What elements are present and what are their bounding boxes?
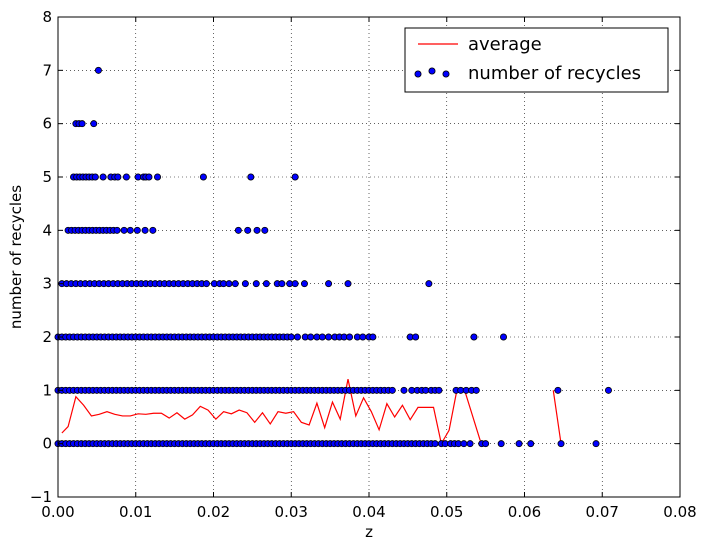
data-point (120, 226, 128, 234)
y-tick-label: 6 (42, 115, 52, 133)
data-point (291, 280, 299, 288)
data-point (149, 226, 157, 234)
legend-recycles-swatch (414, 67, 450, 78)
x-axis-label: z (365, 523, 373, 541)
data-point (325, 280, 333, 288)
data-point (262, 280, 270, 288)
data-point (400, 386, 408, 394)
average-line-layer (61, 379, 562, 446)
data-point (253, 226, 261, 234)
data-point (466, 440, 474, 448)
data-point (244, 226, 252, 234)
data-point (231, 280, 239, 288)
legend-average-label: average (468, 34, 542, 55)
data-point (359, 333, 367, 341)
data-point (472, 386, 480, 394)
data-point (78, 120, 86, 128)
data-point (203, 280, 211, 288)
data-point (247, 173, 255, 181)
data-point (234, 226, 242, 234)
average-line (61, 379, 481, 446)
y-tick-label: 3 (42, 275, 52, 293)
average-line (552, 390, 562, 444)
legend-recycles-label: number of recycles (468, 63, 641, 84)
y-tick-label: 2 (42, 328, 52, 346)
data-point (241, 280, 249, 288)
data-point (122, 173, 130, 181)
data-point (325, 333, 333, 341)
x-tick-label: 0.01 (119, 503, 152, 521)
data-point (482, 440, 490, 448)
x-tick-label: 0.00 (41, 503, 74, 521)
x-tick-label: 0.08 (663, 503, 696, 521)
y-axis-label: number of recycles (7, 185, 25, 329)
data-point (388, 386, 396, 394)
legend-dot (442, 70, 450, 78)
data-point (94, 66, 102, 74)
y-tick-label: −1 (30, 488, 52, 506)
data-point (431, 440, 439, 448)
legend: average number of recycles (404, 27, 669, 93)
legend-dot (428, 67, 436, 75)
data-point (126, 226, 134, 234)
data-point (346, 333, 354, 341)
data-point (307, 333, 315, 341)
data-point (592, 440, 600, 448)
data-point (133, 226, 141, 234)
x-tick-label: 0.06 (508, 503, 541, 521)
data-point (515, 440, 523, 448)
y-tick-label: 7 (42, 61, 52, 79)
data-point (460, 440, 468, 448)
data-point (113, 226, 121, 234)
data-point (278, 280, 286, 288)
tick-labels: 0.00 0.01 0.02 0.03 0.04 0.05 0.06 0.07 0.08 −1 0 1… (30, 8, 697, 521)
ticks (57, 16, 681, 498)
data-point (90, 120, 98, 128)
data-point (199, 173, 207, 181)
data-point (470, 333, 478, 341)
x-tick-label: 0.07 (586, 503, 619, 521)
y-tick-label: 0 (42, 435, 52, 453)
scatter-points-layer (54, 66, 612, 448)
legend-dot (414, 70, 422, 78)
data-point (261, 226, 269, 234)
data-point (300, 280, 308, 288)
data-point (557, 440, 565, 448)
y-tick-label: 1 (42, 381, 52, 399)
y-tick-label: 8 (42, 8, 52, 26)
legend-box (404, 27, 669, 93)
data-point (500, 333, 508, 341)
data-point (114, 173, 122, 181)
data-point (91, 173, 99, 181)
data-point (252, 280, 260, 288)
data-point (435, 386, 443, 394)
data-point (369, 333, 377, 341)
data-point (554, 386, 562, 394)
data-point (318, 333, 326, 341)
data-point (604, 386, 612, 394)
y-tick-label: 5 (42, 168, 52, 186)
data-point (141, 226, 149, 234)
x-tick-label: 0.05 (430, 503, 463, 521)
data-point (99, 173, 107, 181)
data-point (425, 280, 433, 288)
data-point (287, 333, 295, 341)
x-tick-label: 0.03 (275, 503, 308, 521)
data-point (154, 173, 162, 181)
data-point (293, 333, 301, 341)
y-tick-label: 4 (42, 221, 52, 239)
x-tick-label: 0.02 (197, 503, 230, 521)
data-point (412, 333, 420, 341)
data-point (291, 173, 299, 181)
data-point (145, 173, 153, 181)
data-point (527, 440, 535, 448)
x-tick-label: 0.04 (352, 503, 385, 521)
data-point (225, 280, 233, 288)
data-point (497, 440, 505, 448)
data-point (344, 280, 352, 288)
